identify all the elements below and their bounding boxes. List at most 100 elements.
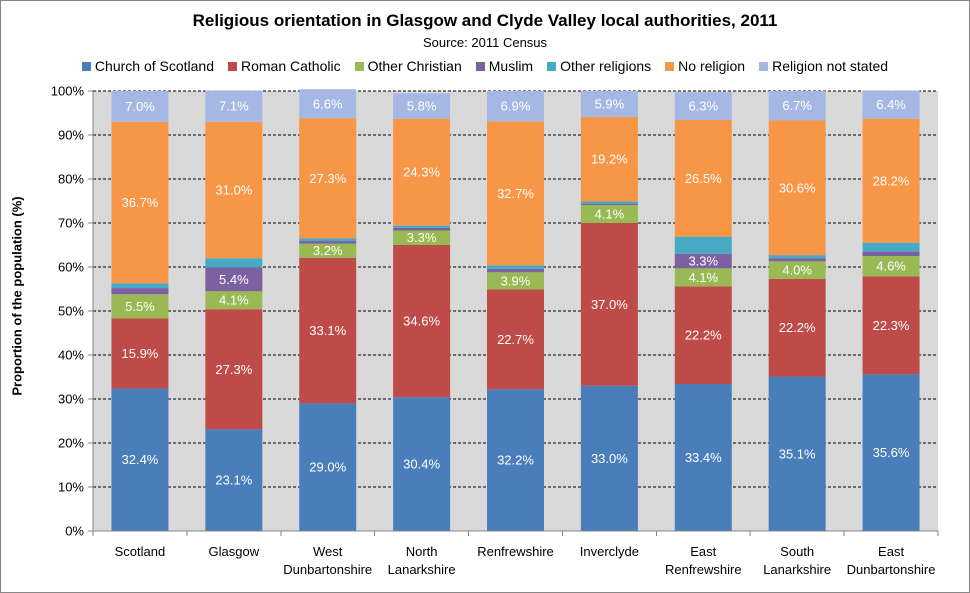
bar-segment <box>299 118 357 239</box>
data-label: 6.9% <box>501 99 531 114</box>
bar-segment <box>580 385 638 531</box>
bar-segment <box>299 403 357 531</box>
bar-segment <box>862 374 920 531</box>
bar-segment <box>205 309 263 430</box>
chart-title: Religious orientation in Glasgow and Cly… <box>192 11 778 30</box>
bar-segment <box>487 289 544 390</box>
x-tick-label: Dunbartonshire <box>283 562 372 577</box>
bar-segment <box>487 91 544 122</box>
data-label: 22.7% <box>497 332 534 347</box>
bar-segment <box>393 93 451 119</box>
y-tick-label: 90% <box>58 128 84 143</box>
data-label: 30.6% <box>779 180 816 195</box>
y-tick-label: 50% <box>58 304 84 319</box>
bar-segment <box>674 384 732 531</box>
bar-segment <box>111 318 169 389</box>
data-label: 32.4% <box>122 452 159 467</box>
bar-segment <box>205 121 263 259</box>
bar-segment <box>862 242 920 252</box>
data-label: 27.3% <box>309 171 346 186</box>
bar-segment <box>111 91 169 122</box>
data-label: 33.4% <box>685 450 722 465</box>
data-label: 6.7% <box>782 98 812 113</box>
data-label: 34.6% <box>403 314 440 329</box>
data-label: 7.1% <box>219 99 249 114</box>
bar-segment <box>862 90 920 119</box>
data-label: 37.0% <box>591 297 628 312</box>
bar-segment <box>674 236 732 254</box>
data-label: 28.2% <box>873 173 910 188</box>
bar-segment <box>205 291 263 310</box>
bar-segment <box>580 203 638 205</box>
y-tick-label: 30% <box>58 392 84 407</box>
bar-segment <box>580 116 638 202</box>
bar-segment <box>768 376 826 531</box>
bar-segment <box>299 243 357 258</box>
data-label: 30.4% <box>403 457 440 472</box>
data-label: 7.0% <box>125 99 155 114</box>
bar-segment <box>580 223 638 386</box>
x-tick-label: South <box>780 544 814 559</box>
data-label: 35.6% <box>873 445 910 460</box>
bar-segment <box>205 267 263 292</box>
bar-segment <box>674 120 732 237</box>
data-label: 3.3% <box>407 230 437 245</box>
y-tick-label: 20% <box>58 436 84 451</box>
bar-segment <box>111 121 169 284</box>
data-label: 4.6% <box>876 259 906 274</box>
data-label: 33.0% <box>591 451 628 466</box>
data-label: 32.7% <box>497 186 534 201</box>
data-label: 29.0% <box>309 460 346 475</box>
x-tick-label: Lanarkshire <box>388 562 456 577</box>
legend-swatch <box>665 61 675 71</box>
bar-segment <box>299 89 357 119</box>
x-tick-label: East <box>690 544 716 559</box>
bar-segment <box>862 276 920 375</box>
x-tick-label: Scotland <box>115 544 166 559</box>
bar-segment <box>768 120 826 256</box>
legend-label: Religion not stated <box>772 58 889 74</box>
data-label: 31.0% <box>215 183 252 198</box>
data-label: 4.1% <box>219 293 249 308</box>
bar-segment <box>299 238 357 242</box>
data-label: 4.1% <box>595 206 625 221</box>
x-tick-label: East <box>878 544 904 559</box>
bar-segment <box>580 204 638 223</box>
bar-segment <box>393 230 451 245</box>
y-tick-label: 0% <box>65 524 84 539</box>
bar-segment <box>862 251 920 256</box>
data-label: 15.9% <box>122 346 159 361</box>
bar-segment <box>393 118 451 226</box>
legend-item: Other religions <box>547 58 651 74</box>
bar-segment <box>487 272 544 290</box>
bar-segment <box>393 245 451 398</box>
bar-segment <box>487 389 544 531</box>
data-label: 5.9% <box>595 96 625 111</box>
data-label: 26.5% <box>685 171 722 186</box>
x-tick-label: Glasgow <box>209 544 260 559</box>
legend-item: Other Christian <box>354 58 462 74</box>
bar-segment <box>768 261 826 279</box>
bar-segment <box>487 121 544 266</box>
legend-swatch <box>354 61 364 71</box>
data-label: 22.2% <box>779 320 816 335</box>
legend-item: Roman Catholic <box>228 58 341 74</box>
data-label: 5.5% <box>125 299 155 314</box>
legend-swatch <box>228 61 237 71</box>
y-tick-label: 10% <box>58 480 84 495</box>
chart-subtitle: Source: 2011 Census <box>422 35 548 50</box>
x-tick-label: Dunbartonshire <box>847 562 936 577</box>
bar-segment <box>393 225 451 228</box>
legend-label: No religion <box>678 58 746 74</box>
bar-segment <box>111 283 169 289</box>
legend-swatch <box>475 61 485 71</box>
legend-swatch <box>81 61 91 71</box>
data-label: 5.4% <box>219 272 249 287</box>
data-label: 6.4% <box>876 97 906 112</box>
x-tick-label: Lanarkshire <box>763 562 831 577</box>
data-label: 36.7% <box>122 195 159 210</box>
bar-segment <box>862 256 920 277</box>
bar-segment <box>487 265 544 269</box>
data-label: 6.6% <box>313 96 343 111</box>
